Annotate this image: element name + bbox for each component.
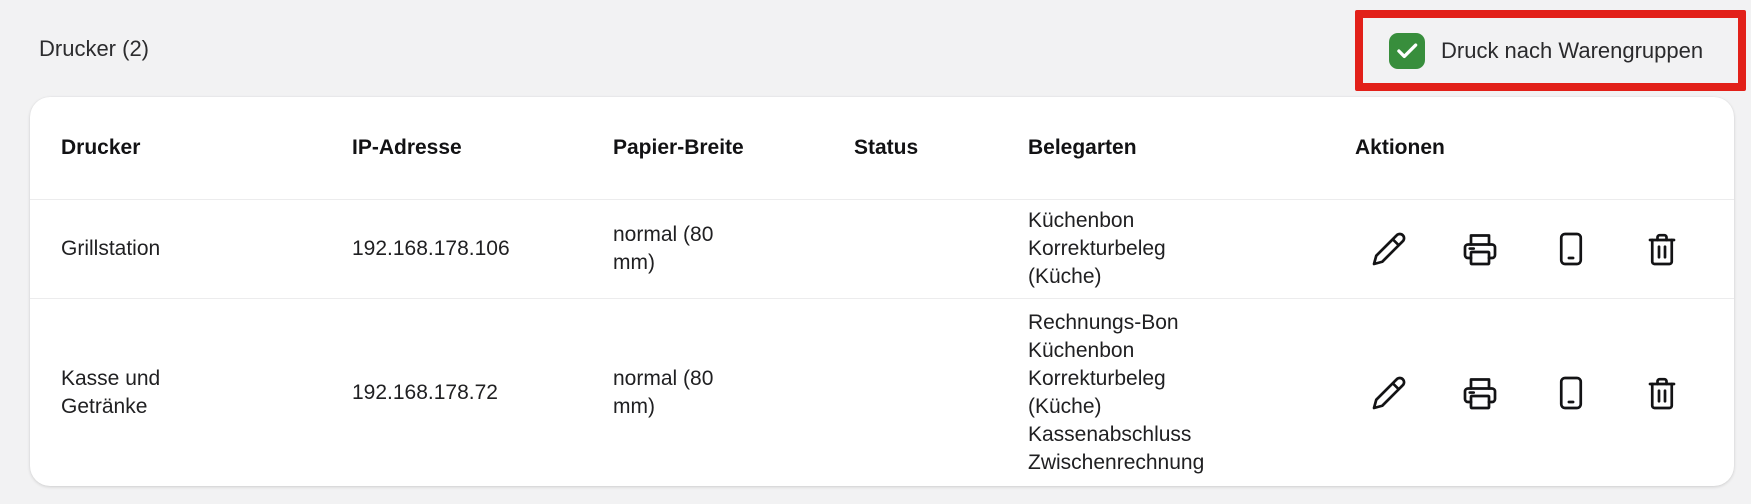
table-row: Kasse und Getränke 192.168.178.72 normal… xyxy=(30,298,1734,486)
column-header-drucker: Drucker xyxy=(61,136,141,159)
print-test-button[interactable] xyxy=(1462,375,1498,411)
delete-printer-button[interactable] xyxy=(1644,375,1680,411)
printer-icon xyxy=(1463,234,1497,266)
check-icon xyxy=(1397,42,1418,58)
printer-name-cell: Grillstation xyxy=(61,237,161,260)
pencil-icon xyxy=(1372,376,1406,409)
printer-ip-cell: 192.168.178.106 xyxy=(352,237,510,260)
edit-printer-button[interactable] xyxy=(1371,375,1407,411)
table-row: Grillstation 192.168.178.106 normal (80 … xyxy=(30,199,1734,298)
actions-cell xyxy=(1355,231,1714,267)
actions-cell xyxy=(1355,375,1714,411)
column-header-papier-breite: Papier-Breite xyxy=(613,136,744,159)
column-header-belegarten: Belegarten xyxy=(1028,136,1137,159)
tablet-icon xyxy=(1559,376,1583,409)
paper-width-cell: normal (80 mm) xyxy=(613,223,714,274)
pencil-icon xyxy=(1372,232,1406,266)
printer-icon xyxy=(1463,377,1497,409)
paper-width-cell: normal (80 mm) xyxy=(613,366,714,418)
edit-printer-button[interactable] xyxy=(1371,231,1407,267)
delete-printer-button[interactable] xyxy=(1644,231,1680,267)
belegarten-cell: Küchenbon Korrekturbeleg (Küche) xyxy=(1028,209,1166,288)
trash-icon xyxy=(1648,377,1676,409)
printer-table-card: Drucker IP-Adresse Papier-Breite Status … xyxy=(30,97,1734,486)
print-test-button[interactable] xyxy=(1462,231,1498,267)
warengruppen-checkbox-label: Druck nach Warengruppen xyxy=(1441,37,1704,63)
column-header-status: Status xyxy=(854,136,919,159)
assign-tablet-button[interactable] xyxy=(1553,231,1589,267)
trash-icon xyxy=(1648,233,1676,266)
warengruppen-checkbox[interactable] xyxy=(1389,32,1425,69)
annotation-highlight-box: Druck nach Warengruppen xyxy=(1355,10,1746,91)
printer-ip-cell: 192.168.178.72 xyxy=(352,380,498,404)
printer-name-cell: Kasse und Getränke xyxy=(61,366,161,418)
table-header-row: Drucker IP-Adresse Papier-Breite Status … xyxy=(30,97,1734,199)
belegarten-cell: Rechnungs-Bon Küchenbon Korrekturbeleg (… xyxy=(1028,310,1205,474)
page-title: Drucker (2) xyxy=(39,36,150,61)
column-header-aktionen: Aktionen xyxy=(1355,136,1445,159)
assign-tablet-button[interactable] xyxy=(1553,375,1589,411)
column-header-ip-adresse: IP-Adresse xyxy=(352,136,462,159)
tablet-icon xyxy=(1559,232,1583,266)
